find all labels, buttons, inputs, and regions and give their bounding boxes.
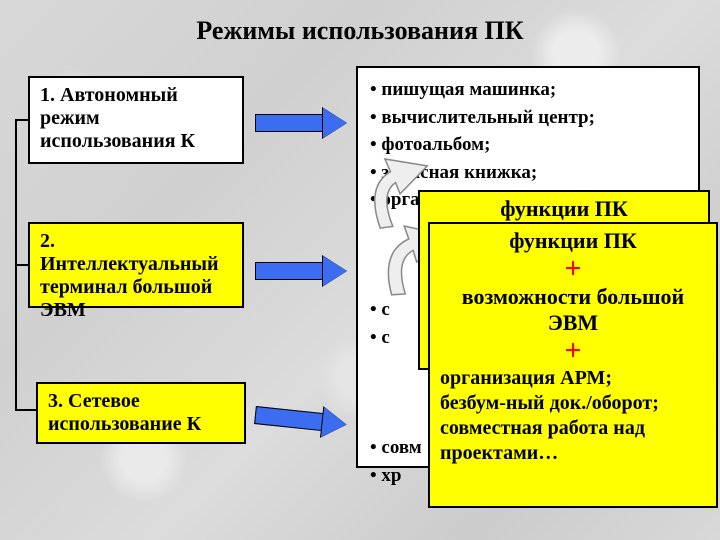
bullet-item: • вычислительный центр; [370, 104, 692, 132]
stk2-plus2: + [440, 336, 706, 366]
stk2-tail: совместная работа над проектами… [440, 416, 706, 466]
mode-2: 2. Интеллектуальный терминал большой ЭВМ [28, 222, 244, 308]
bullet-item: • пишущая машинка; [370, 76, 692, 104]
stk1-line1: функции ПК [428, 196, 700, 222]
stk2-plus1: + [440, 254, 706, 284]
stk2-tail: организация АРМ; [440, 366, 706, 391]
mode-3: 3. Сетевое использование К [36, 382, 246, 444]
mode-1: 1. Автономный режим использования К [28, 76, 244, 164]
stk2-line1: функции ПК [440, 228, 706, 254]
stk2-tail: безбум-ный док./оборот; [440, 391, 706, 416]
arr-2 [255, 256, 347, 286]
stack-card-2: функции ПК+возможности большой ЭВМ+орган… [428, 222, 718, 508]
stk2-line2: возможности большой ЭВМ [440, 284, 706, 336]
arr-1 [255, 108, 347, 138]
